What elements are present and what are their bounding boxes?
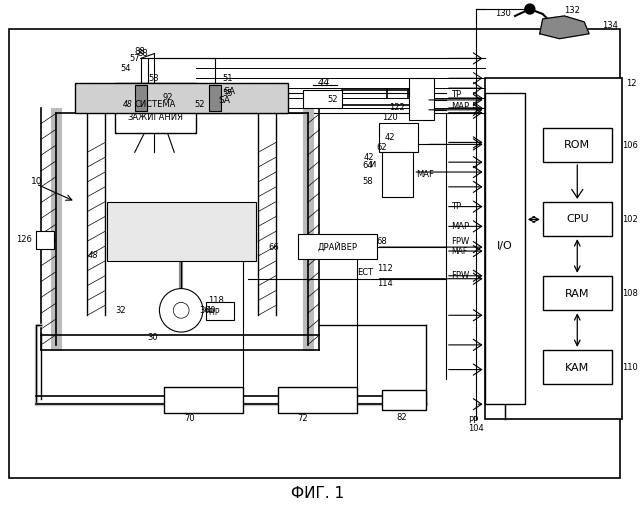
Bar [206,303,234,320]
Circle shape [173,303,189,318]
Text: 36: 36 [199,306,210,315]
Text: 102: 102 [621,215,637,224]
Text: 42: 42 [385,133,395,142]
Text: PP: PP [468,416,478,426]
Text: 53: 53 [148,74,159,83]
Bar [485,93,525,404]
Text: 120: 120 [381,113,397,122]
Text: TP: TP [451,202,461,211]
Circle shape [525,4,535,14]
Text: I/O: I/O [497,241,513,251]
Text: 88: 88 [138,49,148,58]
Bar [115,83,196,132]
Bar [36,231,54,249]
Text: 132: 132 [564,6,580,14]
Bar [543,202,612,236]
Text: TP: TP [451,90,461,100]
Bar [164,387,243,413]
Bar [135,85,147,111]
Text: ФИГ. 1: ФИГ. 1 [291,485,344,501]
Text: 10: 10 [31,177,42,187]
Text: 88: 88 [135,47,145,56]
Bar [543,350,612,384]
Text: 114: 114 [377,279,392,288]
Text: MAF: MAF [416,171,434,179]
Text: 55: 55 [223,88,233,98]
Bar [543,276,612,310]
Text: 82: 82 [397,412,407,422]
Bar [543,128,612,162]
Text: 42: 42 [364,153,374,161]
Text: 66: 66 [268,243,279,251]
Text: ECT: ECT [357,268,373,277]
Text: 52: 52 [194,100,205,109]
Text: 112: 112 [377,264,392,273]
Text: PIP: PIP [208,308,220,317]
Text: 122: 122 [390,103,405,112]
Text: ЗАЖИГАНИЯ: ЗАЖИГАНИЯ [127,113,184,122]
Circle shape [159,289,203,332]
Text: FPW: FPW [451,271,469,280]
Text: 130: 130 [495,10,511,18]
Text: 118: 118 [208,296,224,305]
Text: 48: 48 [88,251,99,261]
Text: 106: 106 [621,141,637,150]
Text: ДРАЙВЕР: ДРАЙВЕР [317,242,357,252]
Text: 72: 72 [298,414,308,424]
Text: SA: SA [219,97,230,105]
Text: 30: 30 [148,334,158,342]
Text: 134: 134 [602,21,618,30]
Text: 40: 40 [206,306,216,315]
Bar [76,83,288,113]
Text: 64: 64 [362,160,372,170]
Text: ROM: ROM [564,141,590,150]
Text: 108: 108 [621,289,637,298]
Bar [381,152,413,197]
Text: 48: 48 [123,100,132,109]
Text: KAM: KAM [565,363,589,373]
Bar [303,90,342,108]
Text: SA: SA [223,86,236,96]
Text: 70: 70 [184,414,195,424]
Text: 54: 54 [120,64,131,73]
Text: и: и [369,159,375,169]
Bar [379,123,418,152]
Text: 68: 68 [377,237,387,246]
Text: 51: 51 [223,74,233,83]
Bar [278,387,357,413]
Text: CPU: CPU [566,215,589,224]
Text: MAF: MAF [451,246,467,256]
Text: 62: 62 [377,143,387,152]
Text: 110: 110 [621,363,637,372]
Text: 126: 126 [16,235,32,244]
Text: MAP: MAP [451,102,469,111]
Bar [381,390,426,410]
Text: FPW: FPW [451,237,469,246]
Text: 44: 44 [317,78,330,88]
Bar [10,29,620,478]
Bar [298,234,377,259]
Text: 52: 52 [328,96,338,104]
Text: RAM: RAM [565,289,589,298]
Bar [209,85,221,111]
Text: СИСТЕМА: СИСТЕМА [135,100,176,109]
Text: 58: 58 [362,177,372,187]
Text: 57: 57 [130,54,140,63]
Text: 92: 92 [163,94,173,102]
Text: 104: 104 [468,424,483,433]
Text: 12: 12 [626,79,636,87]
Bar [485,78,621,419]
Text: MAP: MAP [451,222,469,231]
Bar [107,202,256,261]
Polygon shape [540,16,589,39]
Bar [410,78,434,120]
Text: 32: 32 [115,306,125,315]
